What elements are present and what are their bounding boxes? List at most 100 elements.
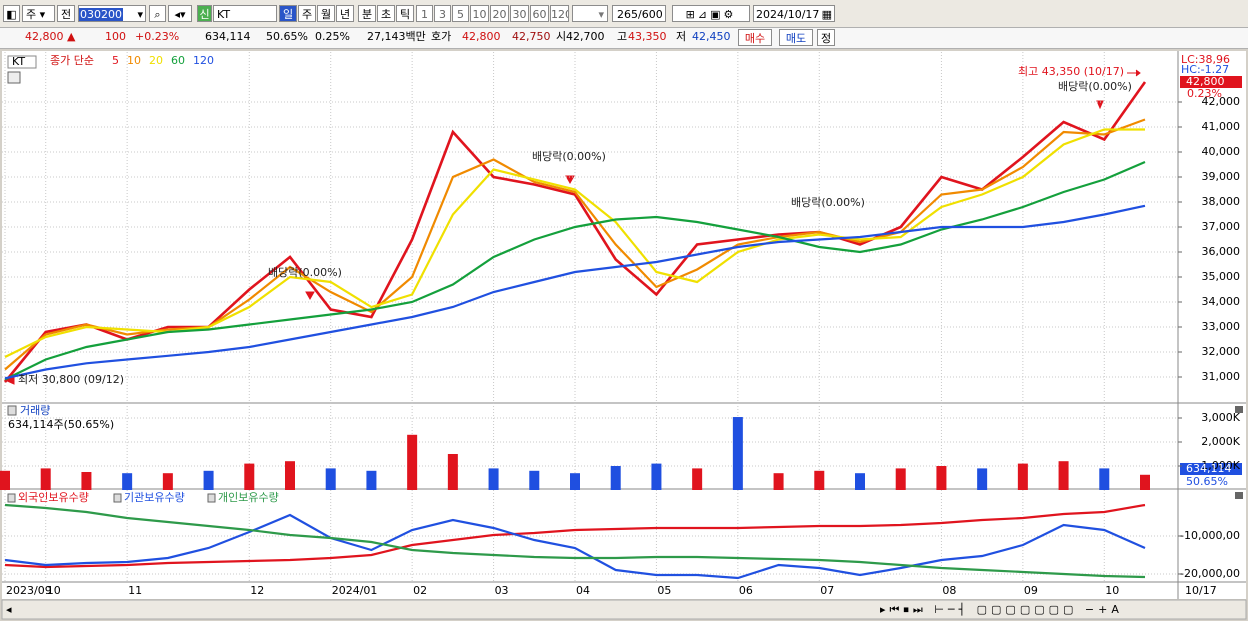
interval-button[interactable]: 틱: [396, 5, 414, 22]
interval-button[interactable]: 일: [279, 5, 297, 22]
ask: 42,800: [462, 30, 501, 43]
volume-subtitle: 634,114주(50.65%): [8, 418, 114, 431]
y-tick-label: 40,000: [1202, 145, 1241, 158]
sell-button[interactable]: 매도: [779, 29, 813, 46]
legend-entry: 60: [171, 54, 185, 67]
x-tick-label: 2024/01: [332, 584, 378, 597]
minute-button[interactable]: 3: [434, 5, 451, 22]
stock-code: 030200: [79, 8, 123, 21]
volume-bar: [81, 471, 92, 490]
annotation: 배당락(0.00%): [532, 150, 606, 163]
volume-bar: [895, 468, 906, 490]
extra-button[interactable]: 정: [817, 29, 835, 46]
x-tick-label: 02: [413, 584, 427, 597]
x-tick-label: 09: [1024, 584, 1038, 597]
buy-button[interactable]: 매수: [738, 29, 772, 46]
scrollbar[interactable]: [1, 599, 1247, 620]
y-tick-label: 35,000: [1202, 270, 1241, 283]
legend-icon: [113, 493, 122, 503]
volume-bar: [692, 468, 703, 490]
volume-bar: [447, 453, 458, 490]
volume-bar: [529, 470, 540, 490]
x-tick-label: 03: [495, 584, 509, 597]
table-icon[interactable]: [7, 71, 21, 84]
hc-label: HC:-1.27: [1181, 63, 1229, 76]
date-box[interactable]: 2024/10/17 ▦: [753, 5, 835, 22]
y-tick-label: 31,000: [1202, 370, 1241, 383]
tool-icons[interactable]: ⊞⊿▣⚙: [672, 5, 750, 22]
volume-bar: [40, 468, 51, 490]
scroll-controls[interactable]: ▸⏮⏹⏭ ⊢─┤ ▢▢▢▢▢▢▢ −+A: [880, 602, 1123, 616]
annotation-arrows: [3, 69, 1141, 385]
period-select[interactable]: 주 ▾: [22, 5, 55, 22]
volume-bar: [814, 470, 825, 490]
search-button[interactable]: ⌕: [149, 5, 166, 22]
volume-bar: [936, 465, 947, 490]
prev-button[interactable]: 전: [57, 5, 75, 22]
annotation: 배당락(0.00%): [791, 196, 865, 209]
x-tick-label: 05: [657, 584, 671, 597]
minute-button[interactable]: 20: [490, 5, 509, 22]
volume-bar: [1099, 468, 1110, 490]
volume: 634,114: [205, 30, 251, 43]
legend-entry: 외국인보유수량: [18, 491, 89, 504]
date: 2024/10/17: [756, 8, 820, 21]
minute-button[interactable]: 10: [470, 5, 489, 22]
volume-bar: [1140, 474, 1150, 490]
price-title: KT: [12, 55, 25, 68]
change-rate: +0.23%: [135, 30, 180, 43]
volume-bar: [244, 463, 255, 490]
interval-button[interactable]: 분: [358, 5, 376, 22]
minute-button[interactable]: 60: [530, 5, 549, 22]
volume-bar: [732, 417, 743, 490]
y-tick-label: 37,000: [1202, 220, 1241, 233]
current-rate: 0.23%: [1187, 87, 1222, 100]
sound-button[interactable]: ◂▾: [168, 5, 192, 22]
panel-icon: [7, 405, 17, 416]
interval-button[interactable]: 월: [317, 5, 335, 22]
minute-button[interactable]: 120: [550, 5, 569, 22]
minute-button[interactable]: 5: [452, 5, 469, 22]
x-tick-label: 07: [820, 584, 834, 597]
legend-entry: 20: [149, 54, 163, 67]
interval-button[interactable]: 초: [377, 5, 395, 22]
y-tick-label: 34,000: [1202, 295, 1241, 308]
series-line: [4, 204, 1146, 380]
panel-close[interactable]: [1235, 492, 1243, 499]
annotation: 배당락(0.00%): [1058, 80, 1132, 93]
series-line: [4, 513, 1146, 580]
period-type: 주: [26, 8, 37, 21]
y-tick-label: 39,000: [1202, 170, 1241, 183]
series-line: [4, 503, 1146, 569]
change: 100: [105, 30, 126, 43]
scroll-left[interactable]: ◂: [6, 603, 12, 616]
minute-button[interactable]: 1: [416, 5, 433, 22]
volume-bar: [325, 468, 336, 490]
volume-bar: [855, 473, 865, 490]
volume-title: 거래량: [20, 404, 50, 417]
interval-button[interactable]: 년: [336, 5, 354, 22]
new-badge[interactable]: 신: [197, 5, 212, 22]
x-tick-label: 04: [576, 584, 590, 597]
open: 42,700: [566, 30, 605, 43]
current-ratio: 50.65%: [1186, 475, 1228, 488]
legend-entry: 개인보유수량: [218, 491, 279, 504]
stock-name: KT: [213, 5, 277, 22]
panel-close[interactable]: [1235, 406, 1243, 413]
volume-bar: [1058, 461, 1069, 490]
minute-button[interactable]: 30: [510, 5, 529, 22]
legend-entry: 10: [127, 54, 141, 67]
menu-icon[interactable]: ◧: [3, 5, 20, 22]
y-tick-label: -10,000,00: [1180, 529, 1240, 542]
tick-select[interactable]: ▾: [572, 5, 608, 22]
legend-icon: [7, 493, 16, 503]
current-price: 42,800: [1186, 75, 1225, 88]
code-input[interactable]: 030200 ▾: [78, 5, 146, 22]
high: 43,350: [628, 30, 667, 43]
volume-bar: [366, 470, 377, 490]
count-box[interactable]: 265/600: [612, 5, 666, 22]
interval-button[interactable]: 주: [298, 5, 316, 22]
volume-bar: [977, 468, 988, 490]
